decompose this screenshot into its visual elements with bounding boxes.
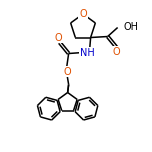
Text: O: O bbox=[55, 33, 62, 43]
Text: O: O bbox=[64, 67, 71, 76]
Text: OH: OH bbox=[124, 22, 139, 31]
Text: O: O bbox=[79, 9, 87, 19]
Text: NH: NH bbox=[80, 48, 95, 57]
Text: O: O bbox=[113, 47, 120, 57]
